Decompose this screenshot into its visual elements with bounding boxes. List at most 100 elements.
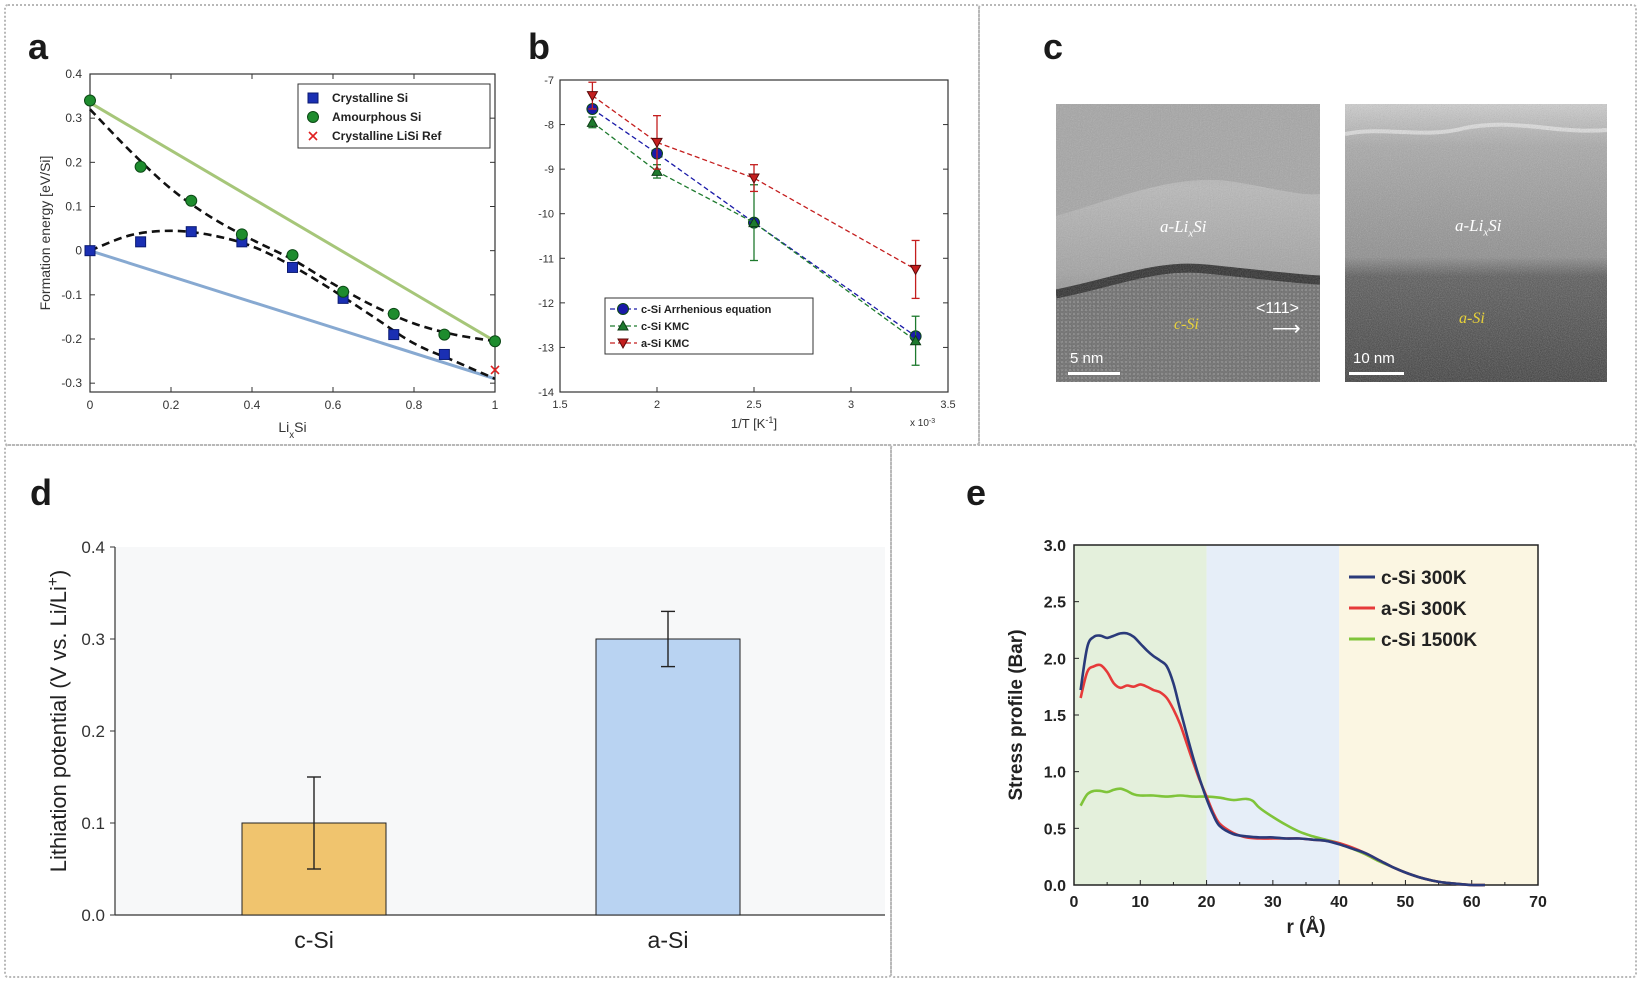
panel-letter-b: b	[528, 26, 550, 67]
legend-label: Amourphous Si	[332, 110, 421, 124]
data-point-triangle	[909, 334, 922, 346]
data-point-square	[287, 261, 298, 273]
x-tick-label: 10	[1131, 894, 1149, 911]
panel-letter-c: c	[1043, 26, 1064, 67]
legend-box	[297, 83, 491, 149]
legend-label: c-Si 300K	[1381, 568, 1467, 589]
data-point-triangle	[651, 165, 663, 176]
x-category-label: a-Si	[648, 927, 689, 953]
x-tick-label: 70	[1529, 894, 1547, 911]
x-tick-label: 60	[1463, 894, 1481, 911]
y-tick-label: 2.0	[1044, 651, 1066, 668]
y-tick-label: -13	[538, 342, 554, 354]
x-tick-label: 2.5	[746, 399, 761, 411]
x-tick-label: 40	[1330, 894, 1348, 911]
y-tick-label: -0.2	[61, 332, 82, 346]
y-tick-label: 0.1	[81, 814, 105, 833]
plot-background	[115, 547, 885, 915]
tem-right-amorphous-label: a-LixSi	[1455, 216, 1502, 239]
legend-marker	[617, 319, 629, 331]
y-tick-label: -7	[544, 75, 554, 87]
tem-direction-arrow: ⟶	[1272, 318, 1301, 340]
data-point-triangle-down	[909, 264, 922, 276]
data-point-circle	[489, 335, 501, 348]
data-point-square	[388, 329, 400, 341]
data-point-triangle	[748, 216, 760, 228]
y-tick-label: 3.0	[1044, 538, 1066, 555]
tem-image-left-texture	[1056, 104, 1320, 382]
x-axis-label: 1/T [K-1]	[731, 415, 777, 431]
x-tick-label: 1.5	[552, 399, 567, 411]
data-point-square	[135, 236, 147, 248]
x-tick-label: 2	[654, 399, 660, 411]
x-tick-label: 0.2	[163, 398, 180, 412]
tem-image-right: a-LixSi a-Si 10 nm	[1345, 104, 1607, 382]
data-point-triangle-down	[586, 91, 599, 102]
chart-b-diffusion: -7 -8 -9 -10 -11 -12 -13 -141.5 2 2.5 3 3.5 c-Si Arr…	[538, 75, 956, 431]
y-tick-label: 0.3	[65, 111, 82, 125]
panel-letter-d: d	[30, 472, 52, 513]
scalebar-left	[1068, 372, 1120, 375]
y-axis-label: Stress profile (Bar)	[1006, 629, 1027, 800]
x-multiplier-part: x 10	[910, 418, 929, 429]
y-tick-label: 0.1	[65, 200, 82, 214]
x-tick-label: 30	[1264, 894, 1282, 911]
tem-right-crystal-label: a-Si	[1459, 310, 1485, 327]
tem-image-left: a-LixSi c-Si <111> ⟶ 5 nm	[1056, 104, 1320, 382]
legend-label: c-Si KMC	[641, 321, 689, 333]
y-tick-label: 0.2	[65, 155, 82, 169]
x-tick-label: 0.8	[406, 398, 423, 412]
hull-line-crystalline	[89, 249, 496, 381]
x-tick-label: 0.6	[325, 398, 342, 412]
series-line	[592, 108, 916, 337]
x-axis-label-part: x	[289, 430, 294, 441]
legend-marker	[617, 338, 629, 350]
y-tick-label: -9	[544, 164, 554, 176]
series-line	[592, 95, 916, 270]
x-multiplier-part: -3	[929, 418, 935, 425]
y-tick-label: 1.0	[1044, 765, 1066, 782]
shaded-region	[1074, 545, 1207, 885]
y-tick-label: -8	[544, 120, 554, 132]
y-tick-label: 0.3	[81, 630, 105, 649]
data-point-square	[84, 245, 96, 257]
data-point-circle	[185, 194, 198, 207]
tem-image-right-texture	[1345, 104, 1607, 382]
legend-label: Crystalline Si	[332, 91, 408, 105]
x-tick-label: 0	[1070, 894, 1079, 911]
frame-bottom-right	[890, 444, 1637, 978]
x-tick-label: 20	[1198, 894, 1216, 911]
x-axis-label-part: Si	[294, 419, 306, 435]
tem-left-amorphous-label: a-LixSi	[1160, 217, 1207, 240]
legend-label: Crystalline LiSi Ref	[332, 129, 442, 143]
y-tick-label: 0.4	[65, 67, 82, 81]
legend-marker	[308, 131, 318, 141]
y-tick-label: 0.4	[81, 538, 105, 557]
data-point-square	[438, 348, 450, 360]
y-tick-label: -14	[538, 387, 554, 399]
scalebar-left-label: 5 nm	[1070, 350, 1104, 367]
panel-letter-a: a	[28, 26, 49, 67]
x-axis-label: LixSi	[278, 419, 306, 441]
data-point-circle	[286, 249, 299, 262]
y-tick-label: 0.0	[81, 906, 105, 925]
data-point-circle	[438, 328, 451, 341]
data-point-circle	[387, 307, 400, 320]
x-axis-label-part: ]	[773, 416, 777, 431]
legend-box	[604, 297, 814, 355]
legend-label: a-Si KMC	[641, 338, 689, 350]
series-line	[1079, 631, 1486, 887]
data-point-circle	[235, 228, 248, 241]
x-tick-label: 3.5	[940, 399, 955, 411]
x-tick-label: 50	[1397, 894, 1415, 911]
y-axis-label-part: Lithiation potential (V vs. Li/Li	[46, 586, 71, 872]
tem-direction-label: <111>	[1256, 300, 1300, 317]
tem-left-crystal-label: c-Si	[1174, 316, 1199, 333]
data-point-triangle-down	[748, 173, 760, 185]
x-tick-label: 3	[848, 399, 854, 411]
y-tick-label: 0.2	[81, 722, 105, 741]
hull-line-amorphous	[89, 101, 496, 343]
x-tick-label: 0	[87, 398, 94, 412]
y-tick-label: 1.5	[1044, 708, 1066, 725]
chart-d-lithiation-potential: 0.0 0.1 0.2 0.3 0.4 c-Si a-Si Lithiation potent…	[45, 538, 885, 953]
